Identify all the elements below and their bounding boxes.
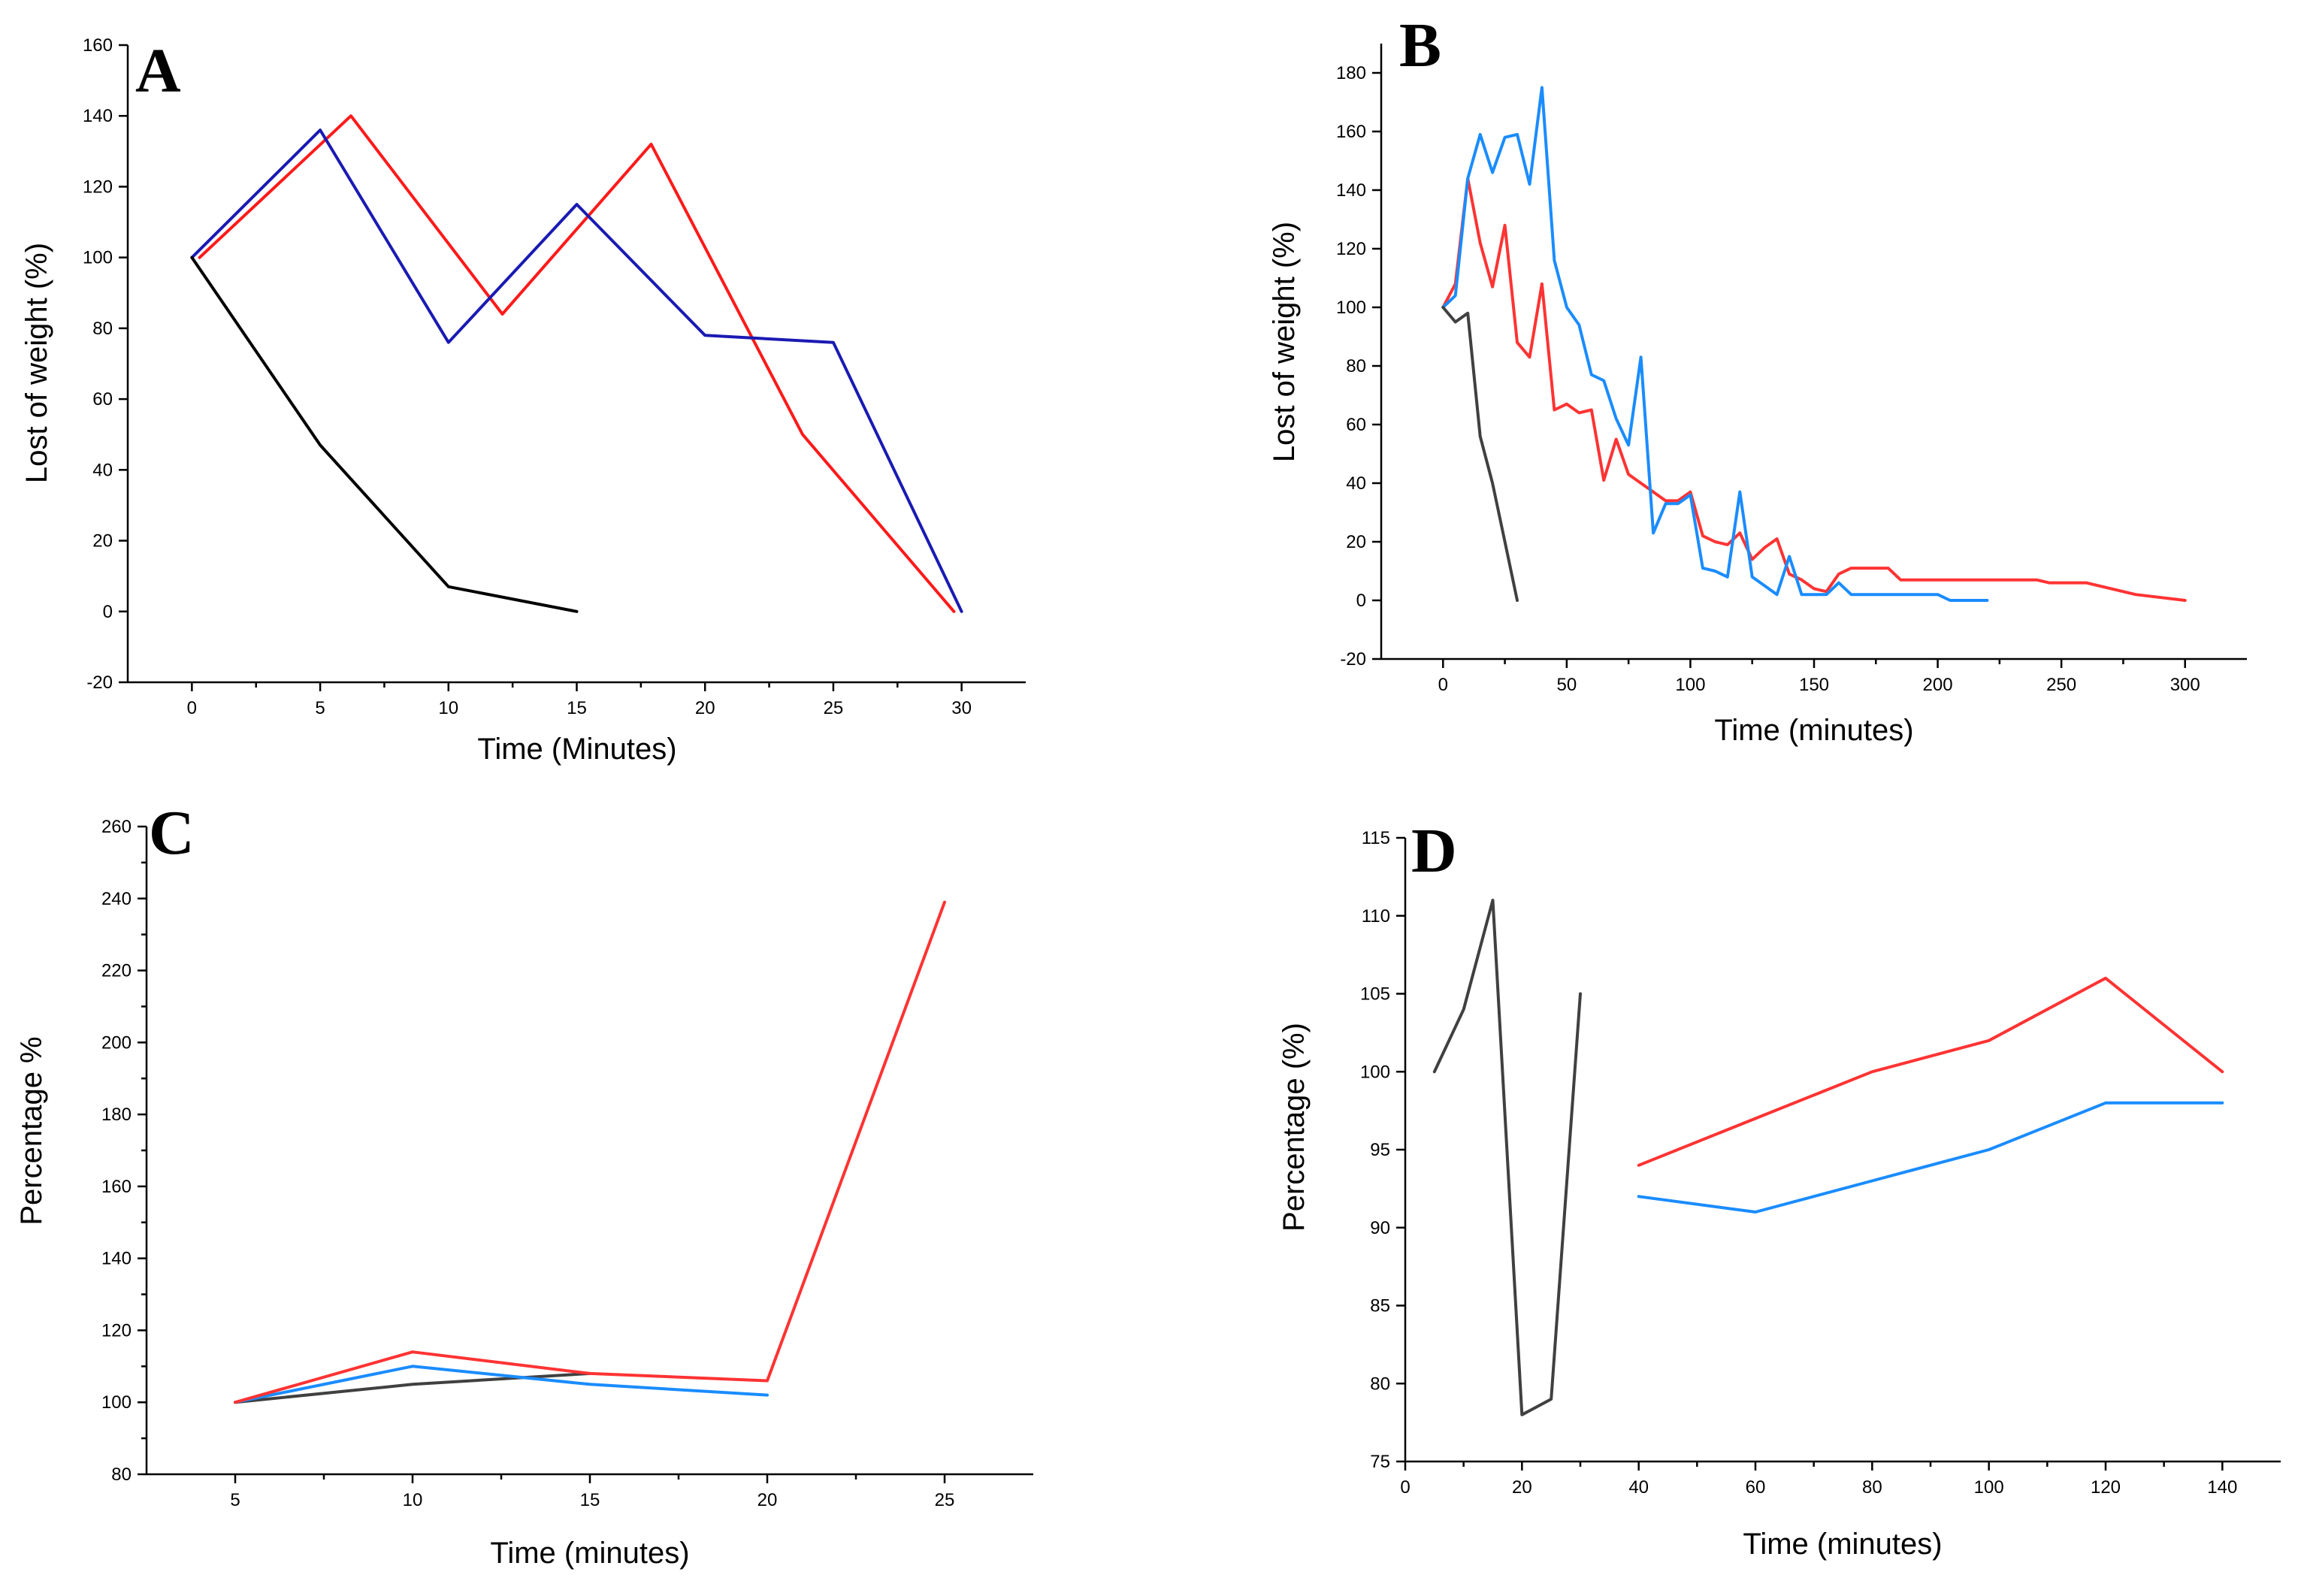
panel-b-series-red — [1441, 177, 2187, 602]
panel-b-y-tick-label: 120 — [1336, 239, 1366, 259]
panel-b-x-axis-title: Time (minutes) — [1714, 714, 1913, 747]
panel-c-x-tick-label: 15 — [580, 1490, 600, 1510]
panel-b-y-tick-label: 160 — [1336, 122, 1366, 142]
panel-d-x-axis-title: Time (minutes) — [1743, 1528, 1942, 1561]
panel-a-y-tick-label: 80 — [92, 319, 113, 339]
panel-d-x-tick-label: 140 — [2207, 1477, 2237, 1498]
panel-a-y-tick-label: 40 — [92, 460, 113, 480]
panel-a-series-red — [198, 114, 956, 613]
panel-a-y-tick-label: 160 — [83, 35, 113, 56]
panel-d-x-tick-label: 120 — [2091, 1477, 2121, 1498]
panel-d-y-tick-label: 85 — [1370, 1296, 1390, 1316]
panel-d-x-tick-label: 60 — [1746, 1477, 1766, 1498]
panel-b-y-tick-label: 60 — [1346, 415, 1366, 435]
panel-c-x-tick-label: 20 — [757, 1490, 778, 1510]
panel-a-label: A — [135, 36, 181, 106]
panel-d-y-tick-label: 105 — [1360, 984, 1390, 1005]
panel-d-y-tick-label: 80 — [1370, 1374, 1390, 1394]
panel-c-x-axis-title: Time (minutes) — [490, 1537, 689, 1570]
panel-b-x-tick-label: 0 — [1438, 675, 1448, 695]
panel-a-x-tick-label: 15 — [567, 698, 587, 718]
panel-a-y-tick-label: 0 — [103, 602, 113, 622]
panel-d-x-tick-label: 0 — [1400, 1477, 1410, 1498]
panel-a-series-black — [190, 255, 579, 613]
panel-b-x-tick-label: 50 — [1557, 675, 1577, 695]
panel-c-series-blue — [234, 1365, 769, 1404]
panel-d-label: D — [1411, 816, 1457, 886]
panel-d-y-axis-title: Percentage (%) — [1277, 1023, 1311, 1232]
panel-a-y-tick-label: 120 — [83, 177, 113, 197]
panel-c-y-tick-label: 160 — [101, 1177, 132, 1197]
panel-c-x-tick-label: 5 — [230, 1490, 240, 1510]
panel-d-series-blue — [1637, 1101, 2224, 1214]
panel-b-series-blue — [1441, 86, 1989, 602]
panel-b-x-tick-label: 100 — [1675, 675, 1705, 695]
panel-a-x-tick-label: 5 — [315, 698, 325, 718]
panel-d-x-tick-label: 80 — [1862, 1477, 1882, 1498]
panel-c-x-tick-label: 10 — [403, 1490, 423, 1510]
panel-c-y-tick-label: 140 — [101, 1249, 132, 1269]
panel-a-x-tick-label: 0 — [187, 698, 197, 718]
panel-b-y-tick-label: 180 — [1336, 63, 1366, 83]
panel-d-y-tick-label: 110 — [1362, 906, 1390, 926]
panel-a-y-axis-title: Lost of weight (%) — [20, 243, 53, 483]
panel-a-y-tick-label: 140 — [83, 106, 113, 126]
panel-c-y-tick-label: 220 — [101, 961, 132, 981]
panel-d-x-tick-label: 40 — [1628, 1477, 1649, 1498]
panel-b-y-tick-label: 0 — [1356, 591, 1366, 611]
panel-b-y-tick-label: 140 — [1336, 180, 1366, 201]
panel-b-y-tick-label: 40 — [1346, 473, 1366, 494]
panel-b: -20 0 20 40 60 80 100 120 140 160 180 0 50 100 150 200 2… — [1268, 11, 2247, 747]
panel-d-y-tick-label: 95 — [1370, 1140, 1390, 1160]
panel-b-x-tick-label: 200 — [1923, 675, 1953, 695]
panel-c-y-tick-label: 180 — [101, 1105, 132, 1125]
panel-b-x-tick-label: 300 — [2170, 675, 2200, 695]
panel-d-series-red — [1637, 976, 2224, 1167]
panel-c-y-tick-label: 240 — [101, 889, 132, 909]
panel-d-y-tick-label: 100 — [1360, 1062, 1390, 1082]
panel-d-x-tick-label: 100 — [1974, 1477, 2004, 1498]
panel-c: 80 100 120 140 160 180 200 220 240 260 5 10 15 20 25 Ti… — [15, 798, 1033, 1570]
panel-b-x-tick-label: 150 — [1799, 675, 1829, 695]
panel-b-y-tick-label: -20 — [1340, 649, 1366, 670]
panel-b-x-tick-label: 250 — [2046, 675, 2076, 695]
panel-c-x-tick-label: 25 — [935, 1490, 955, 1510]
panel-a-x-tick-label: 20 — [695, 698, 715, 718]
panel-c-y-tick-label: 100 — [101, 1392, 132, 1413]
panel-d-series-gray — [1432, 899, 1582, 1416]
panel-a-x-tick-label: 10 — [438, 698, 458, 718]
panel-c-y-tick-label: 260 — [101, 817, 132, 837]
panel-a-y-tick-label: -20 — [86, 673, 113, 693]
panel-a-series-blue — [190, 128, 963, 613]
panel-c-y-tick-label: 200 — [101, 1032, 132, 1053]
panel-b-y-tick-label: 80 — [1346, 356, 1366, 376]
panel-b-y-axis-title: Lost of weight (%) — [1268, 222, 1301, 462]
panel-a-y-tick-label: 20 — [92, 531, 113, 552]
panel-c-y-tick-label: 80 — [111, 1465, 132, 1485]
panel-a-x-tick-label: 30 — [951, 698, 972, 718]
panel-c-series-red — [234, 900, 946, 1404]
panel-d: 75 80 85 90 95 100 105 110 115 0 20 40 60 80 100 120 140… — [1277, 816, 2281, 1561]
panel-a-x-tick-label: 25 — [824, 698, 844, 718]
panel-a-y-tick-label: 60 — [92, 389, 113, 410]
panel-b-series-gray — [1441, 306, 1519, 602]
panel-d-y-tick-label: 115 — [1362, 828, 1390, 848]
panel-d-x-tick-label: 20 — [1512, 1477, 1532, 1498]
panel-d-y-tick-label: 90 — [1370, 1218, 1390, 1238]
panel-c-y-axis-title: Percentage % — [15, 1036, 48, 1225]
panel-b-y-tick-label: 100 — [1336, 298, 1366, 318]
panel-b-y-tick-label: 20 — [1346, 532, 1366, 552]
panel-d-y-tick-label: 75 — [1370, 1452, 1390, 1472]
panel-c-y-tick-label: 120 — [101, 1320, 132, 1341]
panel-c-label: C — [149, 798, 195, 868]
panel-b-label: B — [1399, 11, 1441, 80]
panel-a: -20 0 20 40 60 80 100 120 140 160 0 5 10 15 20 25 30 Time… — [20, 35, 1026, 766]
panel-a-y-tick-label: 100 — [83, 248, 113, 268]
panel-a-x-axis-title: Time (Minutes) — [477, 733, 676, 766]
